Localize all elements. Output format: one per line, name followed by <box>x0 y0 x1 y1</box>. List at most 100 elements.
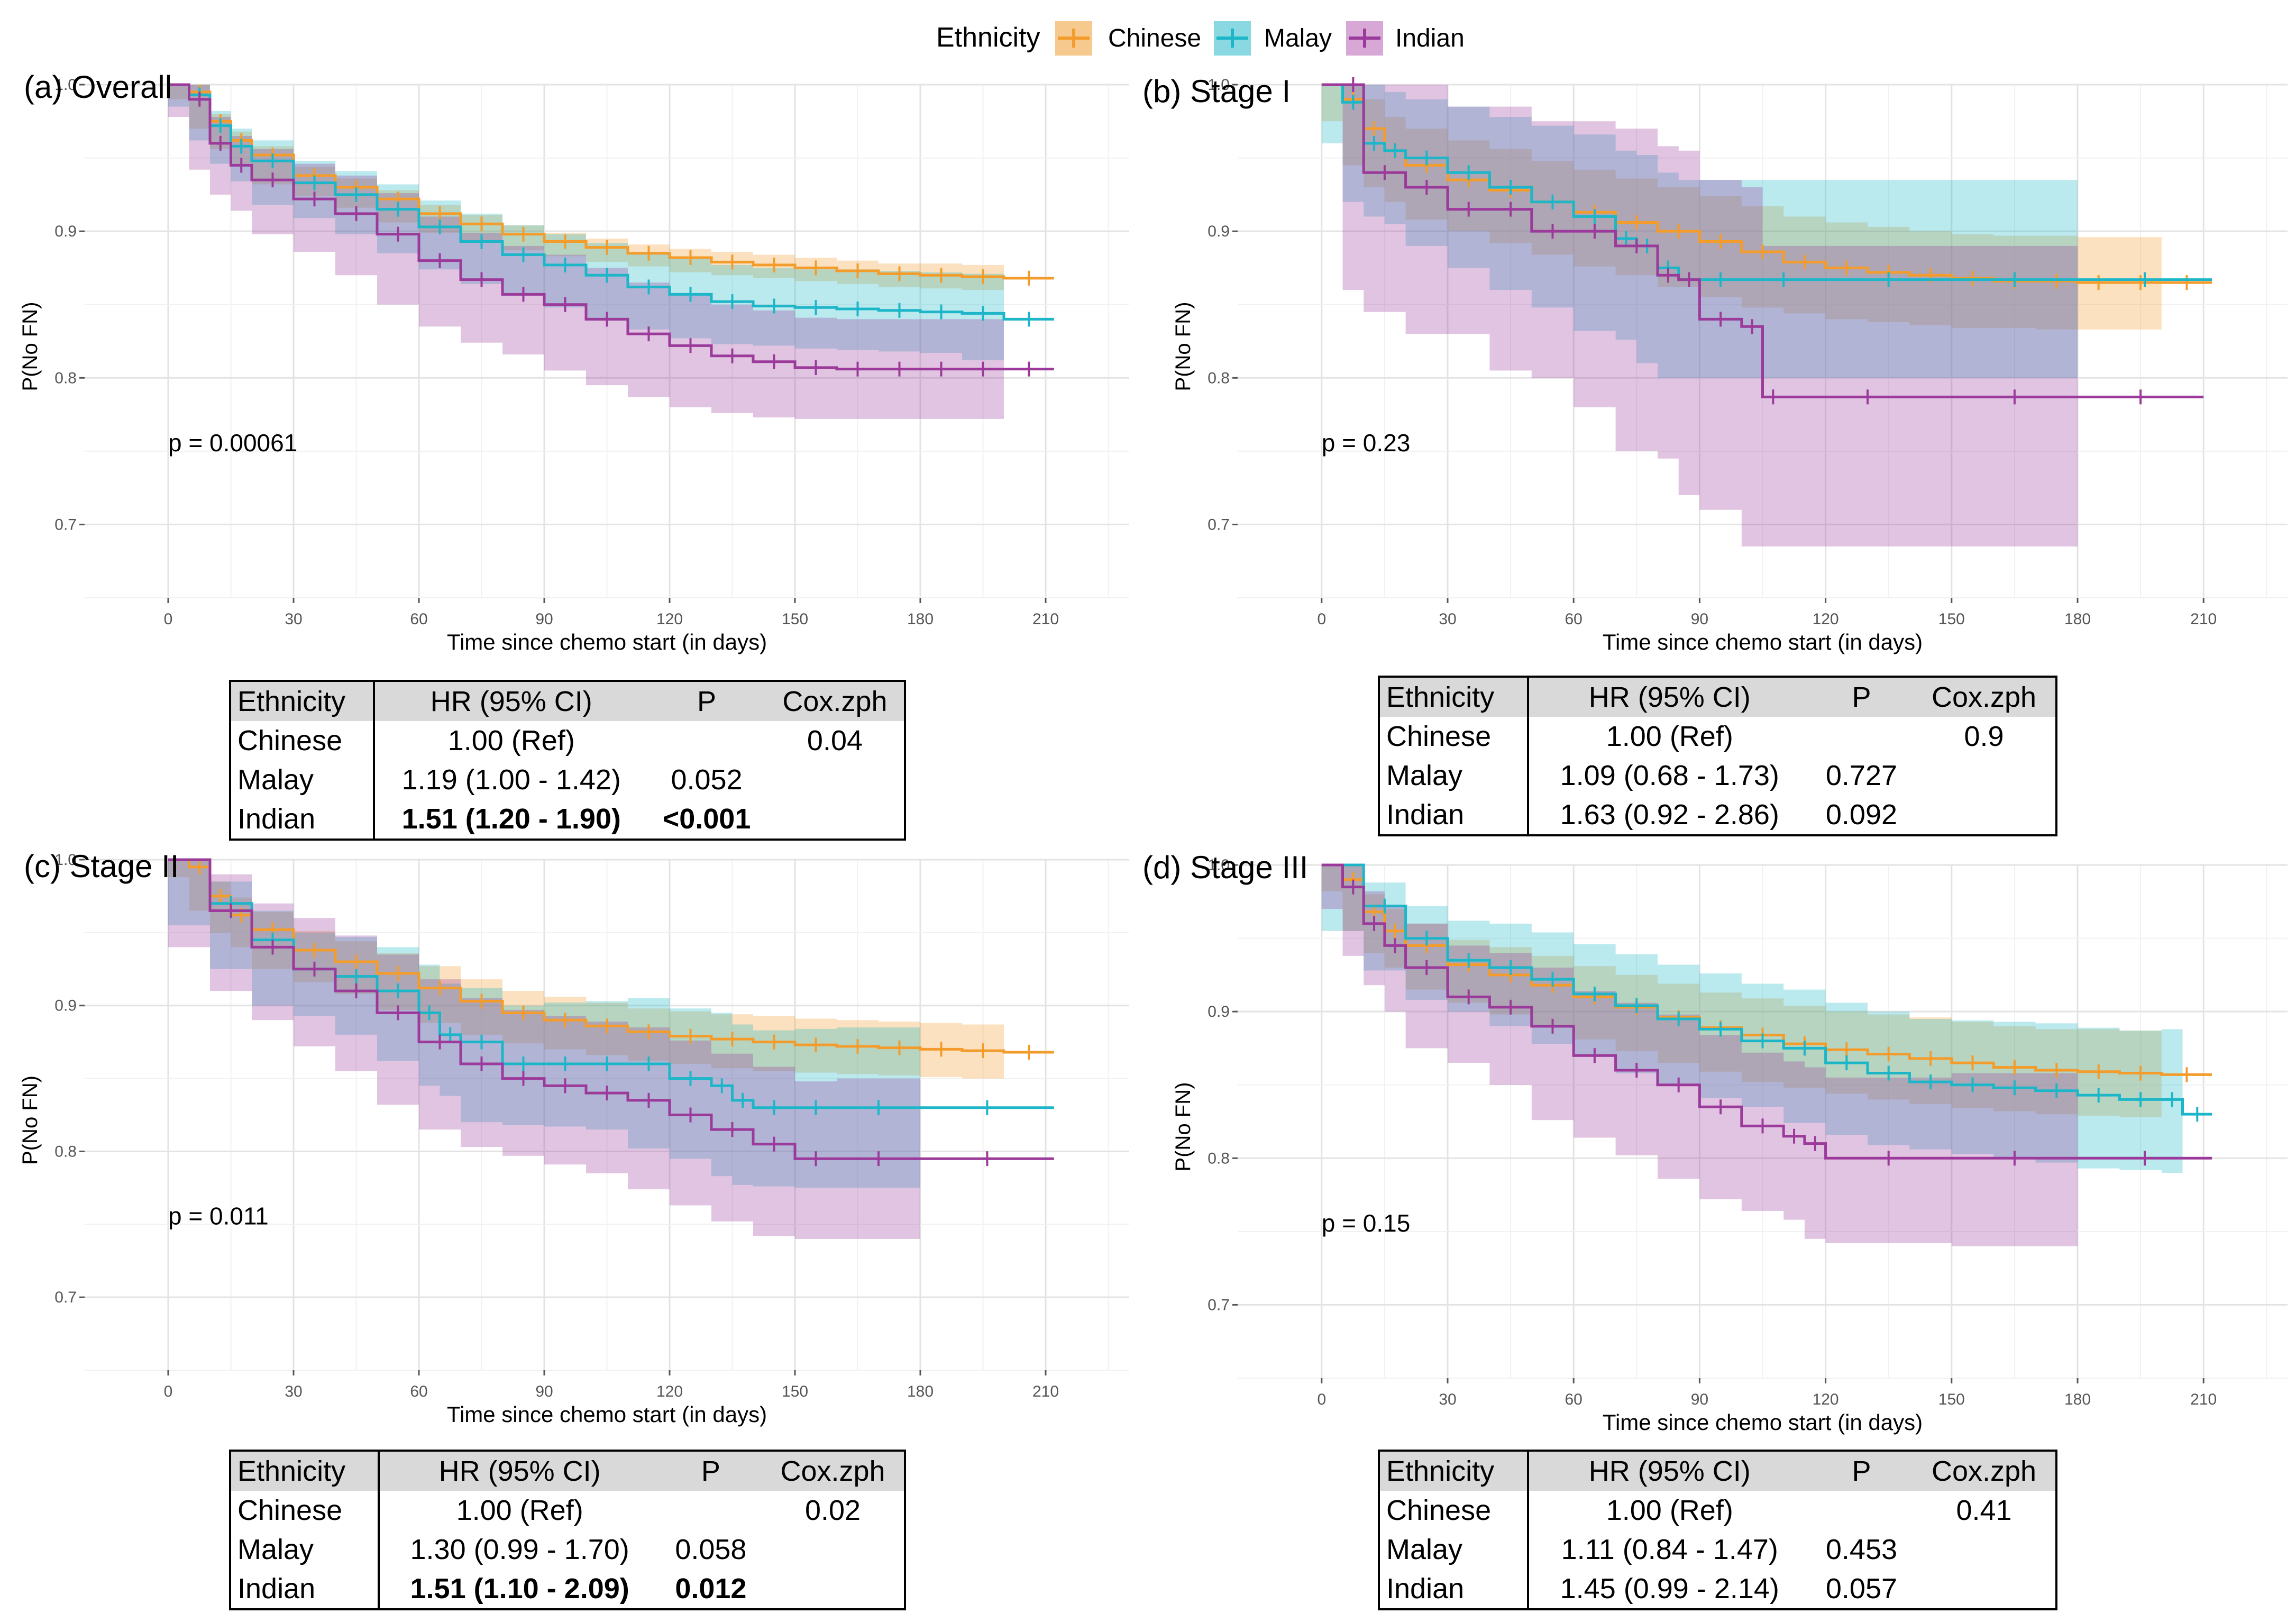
table-cell: Chinese <box>230 1491 380 1530</box>
x-tick-label: 60 <box>410 1383 427 1400</box>
x-tick-label: 150 <box>1938 610 1965 628</box>
ci-band-indian <box>1321 865 2212 1246</box>
x-tick-label: 30 <box>285 1383 302 1400</box>
table-cell <box>1913 795 2056 835</box>
table-row: Indian 1.45 (0.99 - 2.14) 0.057 <box>1379 1569 2056 1609</box>
x-tick-label: 180 <box>907 610 934 628</box>
table-cell: 0.04 <box>807 725 863 757</box>
axes: 0 30 60 90 120 150 180 210 0.7 0.8 0.9 1.0 <box>1208 76 2217 628</box>
table-cell: 0.092 <box>1825 799 1898 831</box>
p-value: p = 0.011 <box>168 1202 269 1229</box>
table-cell: Indian <box>1379 1569 1529 1609</box>
x-tick-label: 90 <box>535 610 553 628</box>
ci-band-chinese <box>168 860 1054 1079</box>
x-tick-label: 30 <box>1439 1391 1456 1408</box>
x-tick-label: 0 <box>1317 1391 1326 1408</box>
table-cell: Malay <box>230 760 376 799</box>
table-header-row: Ethnicity HR (95% CI) P Cox.zph <box>230 1451 905 1491</box>
y-tick-label: 0.7 <box>54 516 77 533</box>
p-value: p = 0.15 <box>1322 1209 1411 1237</box>
table-cell: Chinese <box>1379 1491 1529 1530</box>
column-header: HR (95% CI) <box>1527 677 1810 717</box>
y-axis-label: P(No FN) <box>19 1076 42 1165</box>
table-header-row: Ethnicity HR (95% CI) P Cox.zph <box>230 681 905 721</box>
hr-table-stage-ii: Ethnicity HR (95% CI) P Cox.zph Chinese 1.00 … <box>229 1450 906 1610</box>
x-tick-label: 0 <box>164 610 173 628</box>
table-header-row: Ethnicity HR (95% CI) P Cox.zph <box>1379 677 2056 717</box>
legend-title: Ethnicity <box>936 22 1040 53</box>
legend-key-chinese <box>1055 21 1092 56</box>
column-header: HR (95% CI) <box>374 681 648 721</box>
ci-band-malay <box>1321 85 2212 378</box>
panel-title: (b) Stage I <box>1142 74 1291 109</box>
table-cell: 1.63 (0.92 - 2.86) <box>1560 799 1779 831</box>
column-header: HR (95% CI) <box>378 1451 660 1491</box>
x-tick-label: 120 <box>1813 1391 1839 1408</box>
table-row: Malay 1.09 (0.68 - 1.73) 0.727 <box>1379 756 2056 795</box>
x-tick-label: 120 <box>656 1383 683 1400</box>
table-cell <box>766 760 905 799</box>
column-header: HR (95% CI) <box>1527 1451 1810 1491</box>
table-cell: Indian <box>1379 795 1529 835</box>
legend-label-chinese: Chinese <box>1108 24 1201 52</box>
table-cell: 0.727 <box>1825 760 1898 791</box>
table-cell: 0.9 <box>1964 721 2004 752</box>
ci-band-indian <box>168 860 1054 1239</box>
x-tick-label: 120 <box>656 610 683 628</box>
y-axis-label: P(No FN) <box>19 302 42 391</box>
hr-table-stage-iii: Ethnicity HR (95% CI) P Cox.zph Chinese 1.00 … <box>1378 1450 2057 1610</box>
table-cell <box>660 1491 762 1530</box>
panel-d-stage-iii: 0 30 60 90 120 150 180 210 0.7 0.8 0.9 1.0 Time sinc… <box>1142 850 2288 1435</box>
panel-b-stage-i: 0 30 60 90 120 150 180 210 0.7 0.8 0.9 1.0 Time sinc… <box>1142 74 2288 654</box>
x-tick-label: 90 <box>1691 610 1708 628</box>
y-tick-label: 0.8 <box>54 1143 77 1160</box>
table-cell <box>647 721 766 760</box>
column-header: Cox.zph <box>765 681 905 721</box>
table-row: Chinese 1.00 (Ref) 0.04 <box>230 721 905 760</box>
table-row: Indian 1.51 (1.10 - 2.09) 0.012 <box>230 1569 905 1609</box>
x-tick-label: 180 <box>2064 1391 2091 1408</box>
y-tick-label: 0.7 <box>54 1289 77 1306</box>
column-header: P <box>660 1451 762 1491</box>
x-tick-label: 210 <box>2190 610 2217 628</box>
table-header-row: Ethnicity HR (95% CI) P Cox.zph <box>1379 1451 2056 1491</box>
column-header: P <box>1810 677 1913 717</box>
ci-band-indian <box>1321 85 2204 546</box>
table-cell: 1.00 (Ref) <box>1606 721 1733 752</box>
axes: 0 30 60 90 120 150 180 210 0.7 0.8 0.9 1.0 <box>54 76 1059 628</box>
table-cell <box>1913 1569 2056 1609</box>
column-header: Cox.zph <box>1913 677 2056 717</box>
x-tick-label: 0 <box>1317 610 1326 628</box>
x-axis-label: Time since chemo start (in days) <box>1603 1410 1923 1435</box>
y-tick-label: 1.0 <box>54 851 77 869</box>
x-tick-label: 90 <box>535 1383 553 1400</box>
x-tick-label: 180 <box>2064 610 2091 628</box>
ci-band-malay <box>168 860 1054 1188</box>
table-row: Indian 1.63 (0.92 - 2.86) 0.092 <box>1379 795 2056 835</box>
y-tick-label: 0.8 <box>1208 369 1230 387</box>
table-cell: Chinese <box>230 721 376 760</box>
table-cell: 0.012 <box>675 1573 747 1605</box>
table-row: Chinese 1.00 (Ref) 0.02 <box>230 1491 905 1530</box>
x-axis-label: Time since chemo start (in days) <box>1603 630 1923 654</box>
table-cell: 1.19 (1.00 - 1.42) <box>401 764 621 796</box>
panel-c-stage-ii: 0 30 60 90 120 150 180 210 0.7 0.8 0.9 1.0 Time sinc… <box>19 849 1129 1427</box>
table-cell: 1.51 (1.20 - 1.90) <box>401 803 621 835</box>
table-cell: Indian <box>230 799 376 840</box>
y-axis-label: P(No FN) <box>1172 302 1195 391</box>
table-cell: 1.51 (1.10 - 2.09) <box>410 1573 629 1605</box>
x-tick-label: 30 <box>285 610 302 628</box>
table-cell: 1.45 (0.99 - 2.14) <box>1560 1573 1779 1605</box>
ci-band-chinese <box>1321 85 2212 330</box>
ci-band-malay <box>168 85 1054 361</box>
table-row: Chinese 1.00 (Ref) 0.9 <box>1379 717 2056 756</box>
y-tick-label: 0.7 <box>1208 1296 1230 1314</box>
legend-label-indian: Indian <box>1395 24 1465 52</box>
column-header: Cox.zph <box>1913 1451 2056 1491</box>
column-header: Ethnicity <box>1379 677 1529 717</box>
y-axis-label: P(No FN) <box>1172 1082 1195 1172</box>
x-tick-label: 90 <box>1691 1391 1708 1408</box>
table-cell: Malay <box>230 1530 380 1569</box>
table-cell: 1.00 (Ref) <box>447 725 575 757</box>
